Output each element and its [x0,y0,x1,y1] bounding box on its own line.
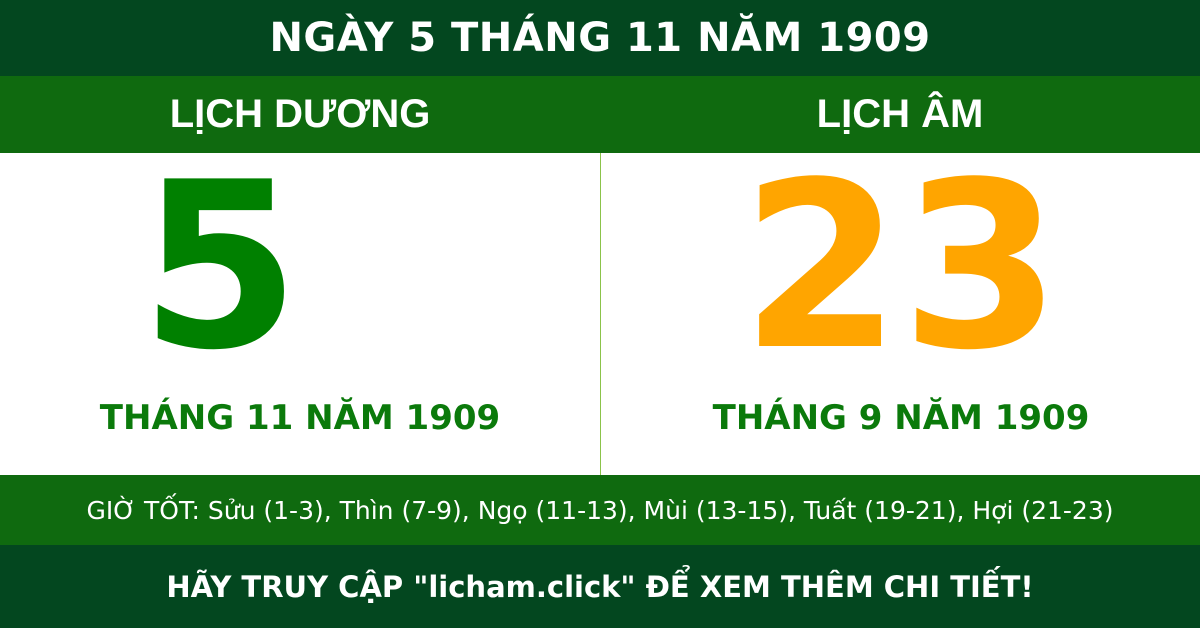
solar-month-year: THÁNG 11 NĂM 1909 [99,398,501,438]
solar-day: 5 [139,134,301,401]
solar-panel: 5 THÁNG 11 NĂM 1909 [0,153,600,475]
lunar-heading: LỊCH ÂM [816,92,984,136]
good-hours: GIỜ TỐT: Sửu (1-3), Thìn (7-9), Ngọ (11-… [0,475,1200,545]
lunar-month-year: THÁNG 9 NĂM 1909 [712,398,1090,438]
footer-cta: HÃY TRUY CẬP "licham.click" ĐỂ XEM THÊM … [0,545,1200,628]
lunar-day: 23 [740,134,1062,401]
solar-heading: LỊCH DƯƠNG [169,92,431,136]
calendar-headings: LỊCH DƯƠNG LỊCH ÂM [0,76,1200,153]
lunar-panel: 23 THÁNG 9 NĂM 1909 [600,153,1200,475]
page-title: NGÀY 5 THÁNG 11 NĂM 1909 [0,0,1200,76]
